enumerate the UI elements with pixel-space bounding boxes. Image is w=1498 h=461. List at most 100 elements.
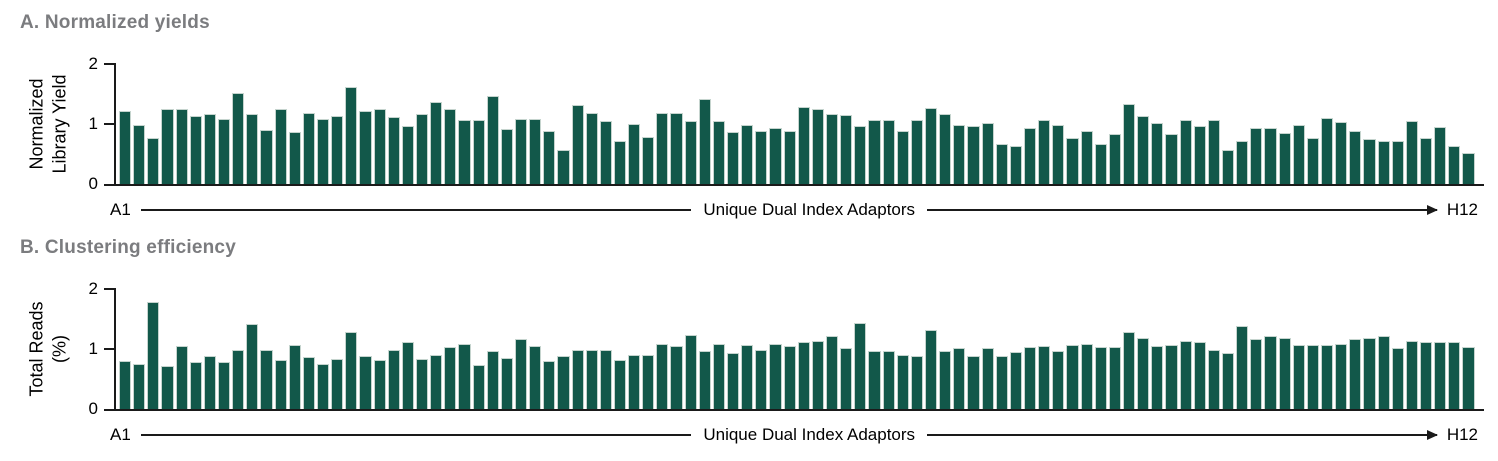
bar	[585, 350, 598, 409]
bar	[500, 358, 513, 409]
bar	[1137, 115, 1150, 184]
bar	[401, 126, 414, 184]
bar	[260, 349, 273, 409]
bar	[1193, 342, 1206, 409]
bar	[571, 105, 584, 184]
bar	[684, 334, 697, 409]
x-axis-line	[104, 183, 1484, 186]
y-tick-mark	[104, 348, 116, 350]
bar	[161, 365, 174, 409]
y-tick-mark	[104, 123, 116, 125]
bar	[896, 355, 909, 409]
bar	[727, 132, 740, 184]
bar	[656, 344, 669, 409]
bar	[316, 119, 330, 184]
panel-a-bars	[119, 64, 1475, 184]
y-tick-label-2: 2	[88, 279, 98, 298]
bar	[345, 86, 358, 184]
x-axis-annotation-line	[140, 209, 692, 211]
bar	[755, 349, 768, 409]
bar	[642, 137, 655, 184]
panel-b-y-axis-label: Total Reads (%)	[26, 301, 71, 396]
bar	[444, 109, 457, 184]
bar	[1179, 341, 1192, 409]
bar	[953, 124, 966, 184]
bar	[840, 115, 853, 184]
bar	[260, 130, 273, 184]
bar	[1236, 140, 1249, 184]
bar	[543, 361, 556, 409]
y-tick-label-0: 0	[88, 174, 98, 193]
bar	[458, 119, 471, 184]
bar	[557, 356, 570, 409]
bar	[1122, 332, 1136, 409]
y-tick-label-2: 2	[88, 54, 98, 73]
x-axis-annotation-line	[140, 434, 692, 436]
bar	[797, 107, 810, 184]
y-tick-mark	[104, 63, 116, 65]
bar	[1193, 125, 1206, 184]
bar	[1179, 119, 1192, 184]
bar	[1335, 122, 1348, 184]
bar	[981, 347, 994, 409]
bar	[599, 349, 612, 409]
bar	[741, 344, 754, 409]
bar	[189, 115, 202, 184]
bar	[1405, 340, 1418, 409]
bar	[1320, 344, 1334, 409]
bar	[1405, 121, 1418, 184]
bar	[203, 113, 216, 184]
bar	[613, 359, 627, 409]
bar	[1094, 143, 1107, 184]
bar	[783, 346, 796, 409]
bar	[1448, 146, 1461, 184]
bar	[1462, 347, 1475, 409]
bar	[161, 109, 174, 184]
bar	[1434, 127, 1447, 184]
bar	[868, 119, 881, 184]
bar	[656, 113, 669, 184]
bar	[826, 336, 839, 409]
bar	[430, 101, 443, 184]
bar	[543, 131, 556, 184]
bar	[1024, 127, 1037, 184]
panel-b: B. Clustering efficiency Total Reads (%)…	[0, 237, 1498, 449]
bar	[500, 129, 513, 184]
bar	[1363, 338, 1376, 409]
bar	[486, 96, 499, 184]
bar	[147, 302, 160, 409]
x-axis-end-label: H12	[1446, 425, 1478, 444]
y-tick-label-1: 1	[88, 114, 98, 133]
x-axis-title: Unique Dual Index Adaptors	[703, 425, 916, 444]
y-tick-label-1: 1	[88, 339, 98, 358]
bar	[288, 132, 301, 184]
bar	[925, 330, 938, 409]
panel-a-plot-area: Normalized Library Yield 2 1 0	[27, 54, 1484, 193]
bar	[331, 115, 344, 184]
bar	[274, 109, 287, 184]
bar	[1278, 338, 1291, 409]
bar	[1391, 348, 1404, 409]
bar	[1009, 146, 1022, 184]
bar	[1349, 131, 1362, 184]
bar	[401, 342, 414, 409]
bar	[840, 347, 853, 409]
panel-b-title: B. Clustering efficiency	[20, 237, 236, 258]
bar	[373, 359, 386, 409]
bar	[910, 356, 924, 409]
bar	[472, 119, 485, 184]
bar	[811, 341, 825, 409]
bar	[1292, 344, 1305, 409]
bar	[274, 359, 287, 409]
bar	[217, 362, 231, 409]
bar	[1207, 119, 1220, 184]
bar	[896, 130, 909, 184]
bar	[1221, 150, 1235, 184]
bar	[995, 356, 1008, 409]
bar	[613, 140, 627, 184]
bar	[1419, 342, 1433, 409]
bar	[882, 350, 895, 409]
bar	[415, 359, 429, 409]
y-axis-label-line: Normalized	[26, 78, 47, 170]
bar	[133, 125, 146, 184]
